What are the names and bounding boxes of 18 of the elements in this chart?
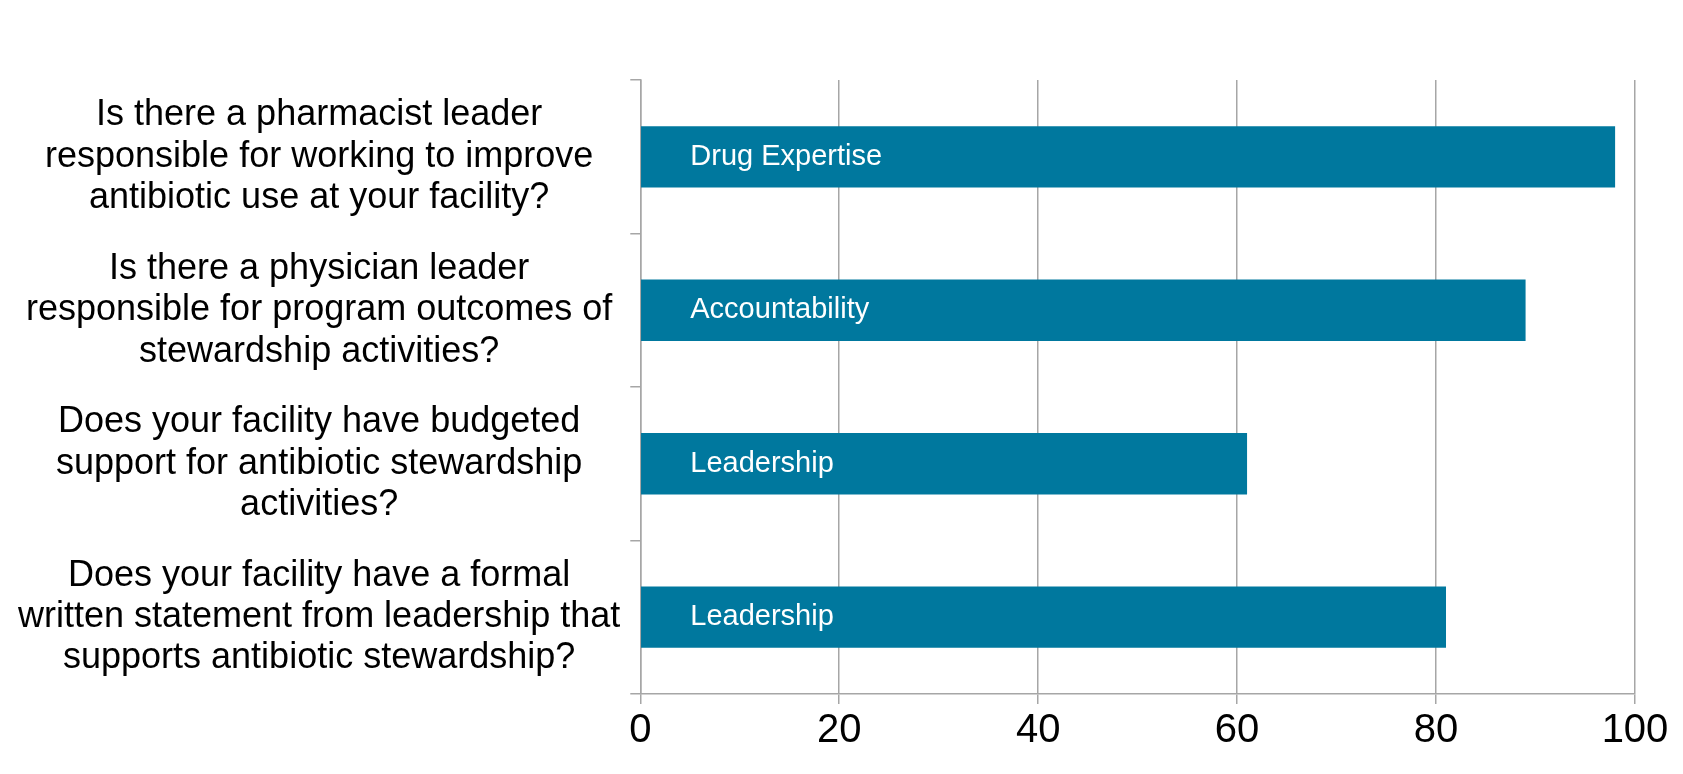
x-tick-label: 40: [1015, 705, 1061, 750]
annotation: Accountability: [690, 292, 870, 325]
y-tick-label: Is there a pharmacist leader responsible for working to improve antibiotic use at your facility?: [45, 92, 594, 217]
y-tick-label: Is there a physician leader responsible for program outcomes of stewardship activities?: [25, 245, 614, 370]
annotation: Leadership: [690, 445, 834, 478]
x-tick-label: 100: [1601, 705, 1669, 750]
x-tick-label: 20: [816, 705, 862, 750]
y-tick-label: Does your facility have budgeted support for antibiotic stewardship activities?: [56, 399, 583, 524]
bar: [641, 586, 1446, 648]
annotation: Leadership: [690, 599, 834, 632]
annotation: Drug Expertise: [690, 138, 883, 171]
x-tick-label: 80: [1413, 705, 1459, 750]
y-tick-label: Does your facility have a formal written statement from leadership that supports antibiotic stewardship?: [17, 552, 621, 677]
bar: [641, 279, 1526, 341]
bar: [641, 433, 1248, 495]
x-tick-label: 0: [629, 705, 652, 750]
bar: [641, 126, 1616, 188]
x-tick-label: 60: [1214, 705, 1260, 750]
